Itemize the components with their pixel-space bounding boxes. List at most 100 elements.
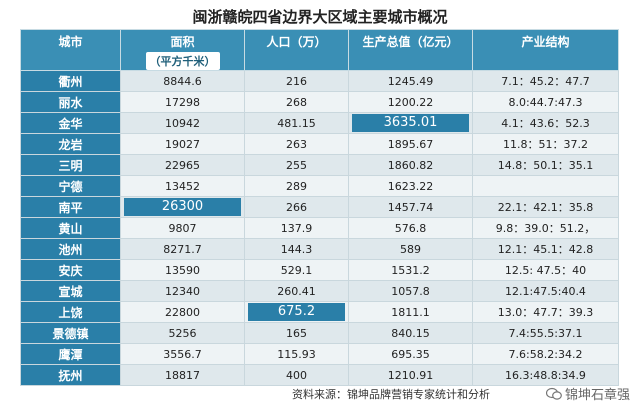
cell-population: 260.41: [244, 280, 349, 302]
cell-gdp: 3635.01: [348, 112, 473, 134]
cell-area: 19027: [120, 133, 245, 155]
page-title: 闽浙赣皖四省边界大区域主要城市概况: [192, 8, 448, 26]
cell-area: 8844.6: [120, 70, 245, 92]
cell-city: 三明: [20, 154, 121, 176]
cell-gdp: 695.35: [348, 343, 473, 365]
city-overview-table: 城市 面积 （平方千米） 人口（万） 生产总值（亿元） 产业结构 衢州 8844.…: [20, 29, 619, 386]
highlight-value: 26300: [124, 198, 241, 216]
cell-population: 165: [244, 322, 349, 344]
cell-city: 景德镇: [20, 322, 121, 344]
table-row: 南平 26300 266 1457.74 22.1：42.1：35.8: [20, 196, 619, 218]
cell-population: 144.3: [244, 238, 349, 260]
cell-area: 22965: [120, 154, 245, 176]
cell-area: 26300: [120, 196, 245, 218]
table-row: 宁德 13452 289 1623.22: [20, 175, 619, 197]
cell-structure: 12.1:47.5:40.4: [472, 280, 619, 302]
cell-population: 263: [244, 133, 349, 155]
cell-structure: 16.3:48.8:34.9: [472, 364, 619, 386]
cell-city: 金华: [20, 112, 121, 134]
table-row: 安庆 13590 529.1 1531.2 12.5: 47.5：40: [20, 259, 619, 281]
table-row: 鹰潭 3556.7 115.93 695.35 7.6:58.2:34.2: [20, 343, 619, 365]
cell-structure: 12.5: 47.5：40: [472, 259, 619, 281]
header-area: 面积 （平方千米）: [120, 29, 245, 71]
cell-population: 137.9: [244, 217, 349, 239]
cell-gdp: 1457.74: [348, 196, 473, 218]
cell-structure: 7.1：45.2：47.7: [472, 70, 619, 92]
cell-structure: 22.1：42.1：35.8: [472, 196, 619, 218]
cell-area: 13590: [120, 259, 245, 281]
table-row: 金华 10942 481.15 3635.01 4.1：43.6：52.3: [20, 112, 619, 134]
cell-area: 10942: [120, 112, 245, 134]
cell-structure: 11.8：51：37.2: [472, 133, 619, 155]
cell-city: 衢州: [20, 70, 121, 92]
cell-city: 黄山: [20, 217, 121, 239]
cell-area: 3556.7: [120, 343, 245, 365]
cell-gdp: 1811.1: [348, 301, 473, 323]
cell-structure: 9.8：39.0：51.2，: [472, 217, 619, 239]
cell-city: 安庆: [20, 259, 121, 281]
cell-gdp: 576.8: [348, 217, 473, 239]
cell-gdp: 589: [348, 238, 473, 260]
cell-population: 529.1: [244, 259, 349, 281]
cell-area: 9807: [120, 217, 245, 239]
cell-area: 22800: [120, 301, 245, 323]
table-row: 上饶 22800 675.2 1811.1 13.0：47.7：39.3: [20, 301, 619, 323]
cell-population: 216: [244, 70, 349, 92]
cell-population: 115.93: [244, 343, 349, 365]
watermark: 锦坤石章强: [545, 384, 630, 403]
cell-gdp: 1210.91: [348, 364, 473, 386]
cell-gdp: 1531.2: [348, 259, 473, 281]
cell-structure: 7.6:58.2:34.2: [472, 343, 619, 365]
cell-area: 18817: [120, 364, 245, 386]
cell-structure: 14.8：50.1：35.1: [472, 154, 619, 176]
cell-city: 上饶: [20, 301, 121, 323]
cell-structure: 4.1：43.6：52.3: [472, 112, 619, 134]
highlight-value: 3635.01: [352, 114, 469, 132]
cell-gdp: 1623.22: [348, 175, 473, 197]
wechat-icon: [545, 387, 562, 400]
source-note: 资料来源：锦坤品牌营销专家统计和分析: [292, 388, 490, 401]
cell-population: 481.15: [244, 112, 349, 134]
table-row: 抚州 18817 400 1210.91 16.3:48.8:34.9: [20, 364, 619, 386]
cell-gdp: 1057.8: [348, 280, 473, 302]
table-row: 衢州 8844.6 216 1245.49 7.1：45.2：47.7: [20, 70, 619, 92]
header-area-unit: （平方千米）: [145, 52, 220, 70]
cell-structure: 8.0:44.7:47.3: [472, 91, 619, 113]
table-row: 宣城 12340 260.41 1057.8 12.1:47.5:40.4: [20, 280, 619, 302]
cell-gdp: 1895.67: [348, 133, 473, 155]
watermark-text: 锦坤石章强: [564, 388, 630, 403]
cell-area: 17298: [120, 91, 245, 113]
cell-city: 南平: [20, 196, 121, 218]
table-row: 池州 8271.7 144.3 589 12.1：45.1：42.8: [20, 238, 619, 260]
cell-gdp: 1860.82: [348, 154, 473, 176]
cell-city: 宁德: [20, 175, 121, 197]
cell-city: 宣城: [20, 280, 121, 302]
cell-population: 255: [244, 154, 349, 176]
cell-city: 池州: [20, 238, 121, 260]
table-row: 丽水 17298 268 1200.22 8.0:44.7:47.3: [20, 91, 619, 113]
cell-area: 13452: [120, 175, 245, 197]
highlight-value: 675.2: [248, 303, 345, 321]
cell-population: 400: [244, 364, 349, 386]
cell-structure: 13.0：47.7：39.3: [472, 301, 619, 323]
table-row: 黄山 9807 137.9 576.8 9.8：39.0：51.2，: [20, 217, 619, 239]
cell-area: 5256: [120, 322, 245, 344]
cell-city: 抚州: [20, 364, 121, 386]
cell-structure: [472, 175, 619, 197]
cell-population: 289: [244, 175, 349, 197]
header-structure: 产业结构: [472, 29, 619, 71]
cell-structure: 12.1：45.1：42.8: [472, 238, 619, 260]
cell-area: 12340: [120, 280, 245, 302]
cell-city: 鹰潭: [20, 343, 121, 365]
cell-population: 266: [244, 196, 349, 218]
cell-gdp: 840.15: [348, 322, 473, 344]
cell-gdp: 1245.49: [348, 70, 473, 92]
header-population: 人口（万）: [244, 29, 349, 71]
table-row: 景德镇 5256 165 840.15 7.4:55.5:37.1: [20, 322, 619, 344]
table-header-row: 城市 面积 （平方千米） 人口（万） 生产总值（亿元） 产业结构: [20, 29, 619, 71]
cell-population: 675.2: [244, 301, 349, 323]
header-gdp: 生产总值（亿元）: [348, 29, 473, 71]
cell-area: 8271.7: [120, 238, 245, 260]
cell-structure: 7.4:55.5:37.1: [472, 322, 619, 344]
table-body: 衢州 8844.6 216 1245.49 7.1：45.2：47.7 丽水 17298 26…: [20, 70, 619, 386]
